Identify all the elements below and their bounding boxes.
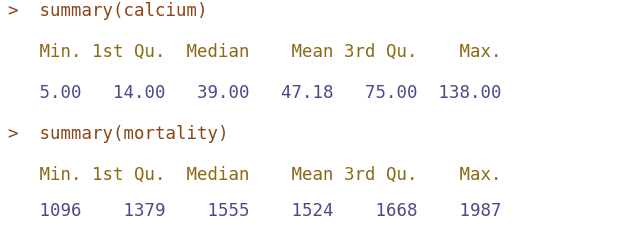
- Text: 1096    1379    1555    1524    1668    1987: 1096 1379 1555 1524 1668 1987: [8, 202, 502, 220]
- Text: 5.00   14.00   39.00   47.18   75.00  138.00: 5.00 14.00 39.00 47.18 75.00 138.00: [8, 84, 502, 102]
- Text: >  summary(mortality): > summary(mortality): [8, 125, 229, 143]
- Text: Min. 1st Qu.  Median    Mean 3rd Qu.    Max.: Min. 1st Qu. Median Mean 3rd Qu. Max.: [8, 166, 502, 184]
- Text: >  summary(calcium): > summary(calcium): [8, 2, 208, 20]
- Text: Min. 1st Qu.  Median    Mean 3rd Qu.    Max.: Min. 1st Qu. Median Mean 3rd Qu. Max.: [8, 43, 502, 61]
